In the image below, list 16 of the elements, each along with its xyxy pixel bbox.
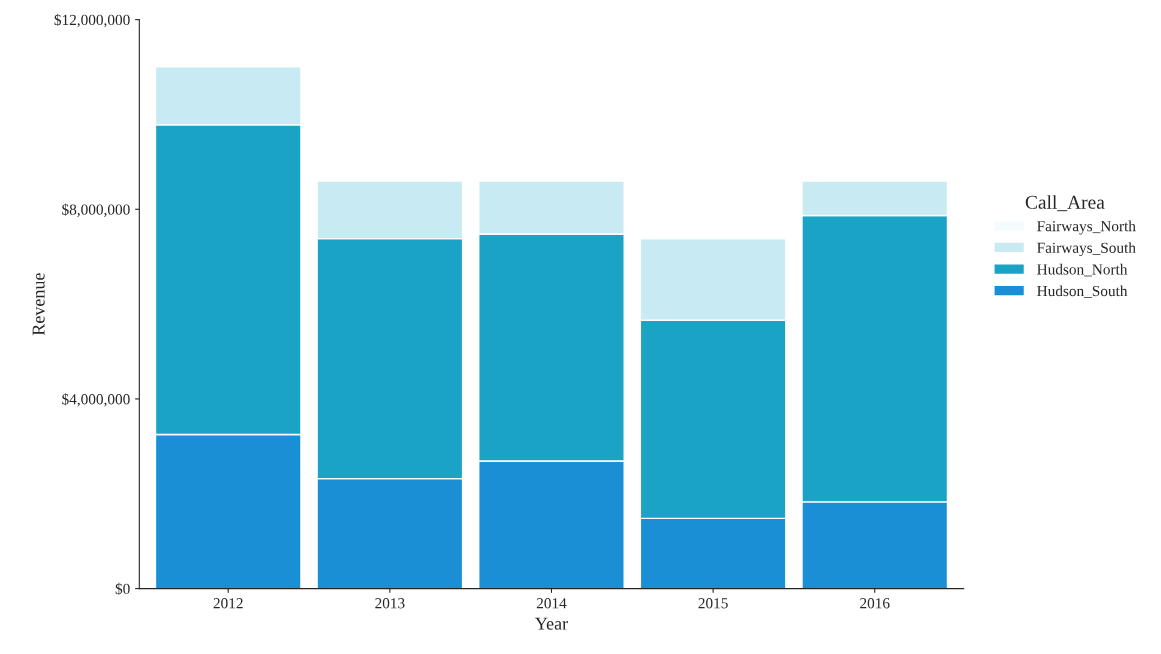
- y-tick-label: $0: [115, 582, 130, 596]
- x-axis-title: Year: [535, 617, 568, 630]
- x-tick-label: 2016: [860, 598, 890, 609]
- legend-label: Hudson_North: [1037, 263, 1128, 277]
- legend-label: Fairways_South: [1037, 242, 1136, 257]
- y-tick-label: $4,000,000: [62, 393, 130, 407]
- x-tick-label: 2013: [375, 598, 405, 609]
- y-axis-title: Revenue: [32, 273, 45, 336]
- x-tick-label: 2014: [536, 598, 567, 609]
- legend-title: Call_Area: [1025, 195, 1105, 212]
- legend-label: Hudson_South: [1037, 285, 1128, 298]
- y-tick-label: $8,000,000: [62, 203, 130, 217]
- x-tick-label: 2012: [213, 598, 243, 609]
- x-tick-label: 2015: [698, 598, 728, 609]
- y-tick-label: $12,000,000: [54, 13, 130, 28]
- legend-label: Fairways_North: [1037, 220, 1136, 235]
